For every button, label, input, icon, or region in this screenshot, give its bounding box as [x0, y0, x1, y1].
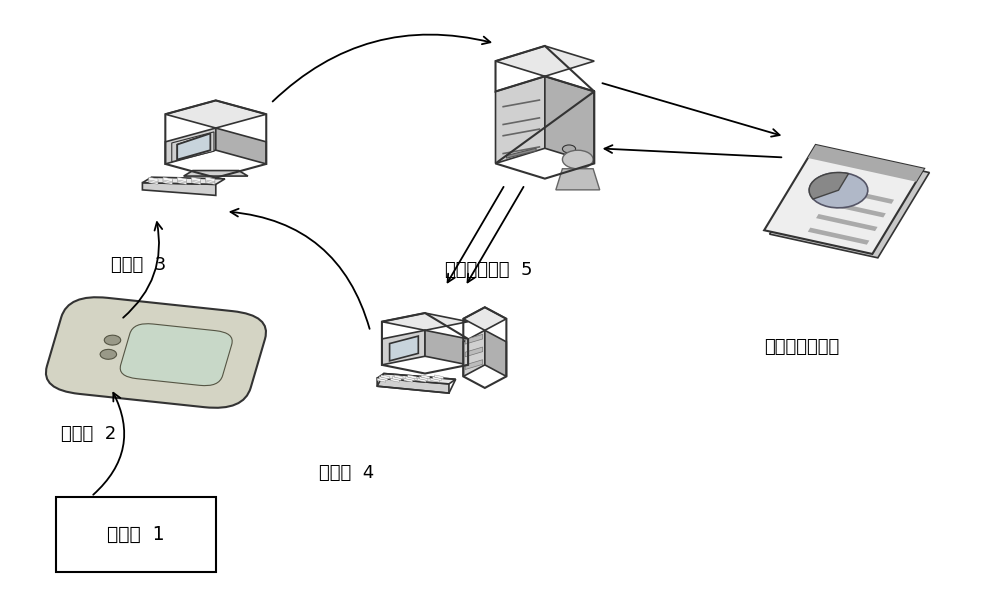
FancyBboxPatch shape [808, 145, 924, 182]
Polygon shape [463, 330, 485, 376]
Polygon shape [382, 313, 468, 330]
Polygon shape [485, 330, 506, 376]
FancyBboxPatch shape [808, 227, 869, 245]
Circle shape [562, 150, 593, 169]
FancyBboxPatch shape [764, 145, 924, 254]
Polygon shape [390, 336, 418, 361]
Polygon shape [408, 375, 416, 379]
FancyBboxPatch shape [824, 200, 886, 218]
Polygon shape [172, 132, 214, 162]
Polygon shape [191, 180, 201, 185]
Polygon shape [465, 360, 483, 370]
Polygon shape [506, 148, 536, 158]
Polygon shape [216, 128, 266, 164]
Polygon shape [177, 133, 210, 160]
Polygon shape [419, 376, 428, 380]
Polygon shape [392, 376, 401, 380]
FancyBboxPatch shape [120, 324, 232, 386]
Polygon shape [191, 178, 201, 183]
FancyBboxPatch shape [56, 497, 216, 572]
Text: 上位机  3: 上位机 3 [111, 256, 166, 274]
Polygon shape [165, 128, 216, 164]
Polygon shape [545, 77, 594, 163]
Polygon shape [431, 378, 439, 382]
Polygon shape [191, 177, 201, 182]
Polygon shape [377, 378, 386, 382]
Polygon shape [142, 177, 225, 185]
Polygon shape [391, 378, 399, 382]
Polygon shape [149, 177, 158, 182]
Wedge shape [809, 172, 849, 199]
FancyBboxPatch shape [770, 149, 929, 258]
Text: 传感器  1: 传感器 1 [107, 525, 165, 543]
Circle shape [562, 145, 576, 153]
Polygon shape [177, 133, 210, 160]
Polygon shape [435, 375, 443, 379]
Polygon shape [163, 180, 172, 185]
Text: 有限元分析组件: 有限元分析组件 [764, 338, 840, 356]
Polygon shape [417, 378, 426, 382]
Polygon shape [149, 178, 158, 183]
Polygon shape [465, 347, 483, 357]
Circle shape [104, 335, 121, 345]
Polygon shape [206, 178, 215, 183]
Text: 客户端  4: 客户端 4 [319, 464, 374, 482]
Polygon shape [165, 101, 266, 128]
Polygon shape [465, 334, 483, 344]
Circle shape [100, 349, 117, 359]
Polygon shape [496, 77, 545, 163]
Polygon shape [425, 330, 468, 365]
Polygon shape [496, 46, 594, 77]
Polygon shape [404, 378, 413, 382]
Polygon shape [394, 375, 403, 379]
Polygon shape [421, 375, 430, 379]
Polygon shape [206, 177, 215, 182]
Polygon shape [177, 180, 186, 185]
Polygon shape [379, 376, 388, 380]
Polygon shape [433, 376, 441, 380]
Polygon shape [142, 183, 216, 195]
Circle shape [809, 172, 868, 208]
Polygon shape [177, 178, 186, 183]
Polygon shape [149, 180, 158, 185]
Polygon shape [463, 308, 506, 330]
FancyBboxPatch shape [46, 297, 266, 408]
Polygon shape [377, 378, 449, 393]
Polygon shape [163, 178, 172, 183]
Polygon shape [206, 180, 215, 185]
Text: 解调仪  2: 解调仪 2 [61, 425, 116, 443]
FancyBboxPatch shape [833, 187, 894, 204]
FancyBboxPatch shape [816, 214, 878, 231]
Polygon shape [163, 177, 172, 182]
Polygon shape [177, 177, 186, 182]
Polygon shape [184, 171, 248, 176]
Text: 数据分析中心  5: 数据分析中心 5 [445, 260, 533, 279]
Polygon shape [381, 375, 390, 379]
Polygon shape [406, 376, 414, 380]
Polygon shape [556, 169, 600, 190]
Polygon shape [377, 373, 456, 384]
Polygon shape [382, 330, 425, 365]
